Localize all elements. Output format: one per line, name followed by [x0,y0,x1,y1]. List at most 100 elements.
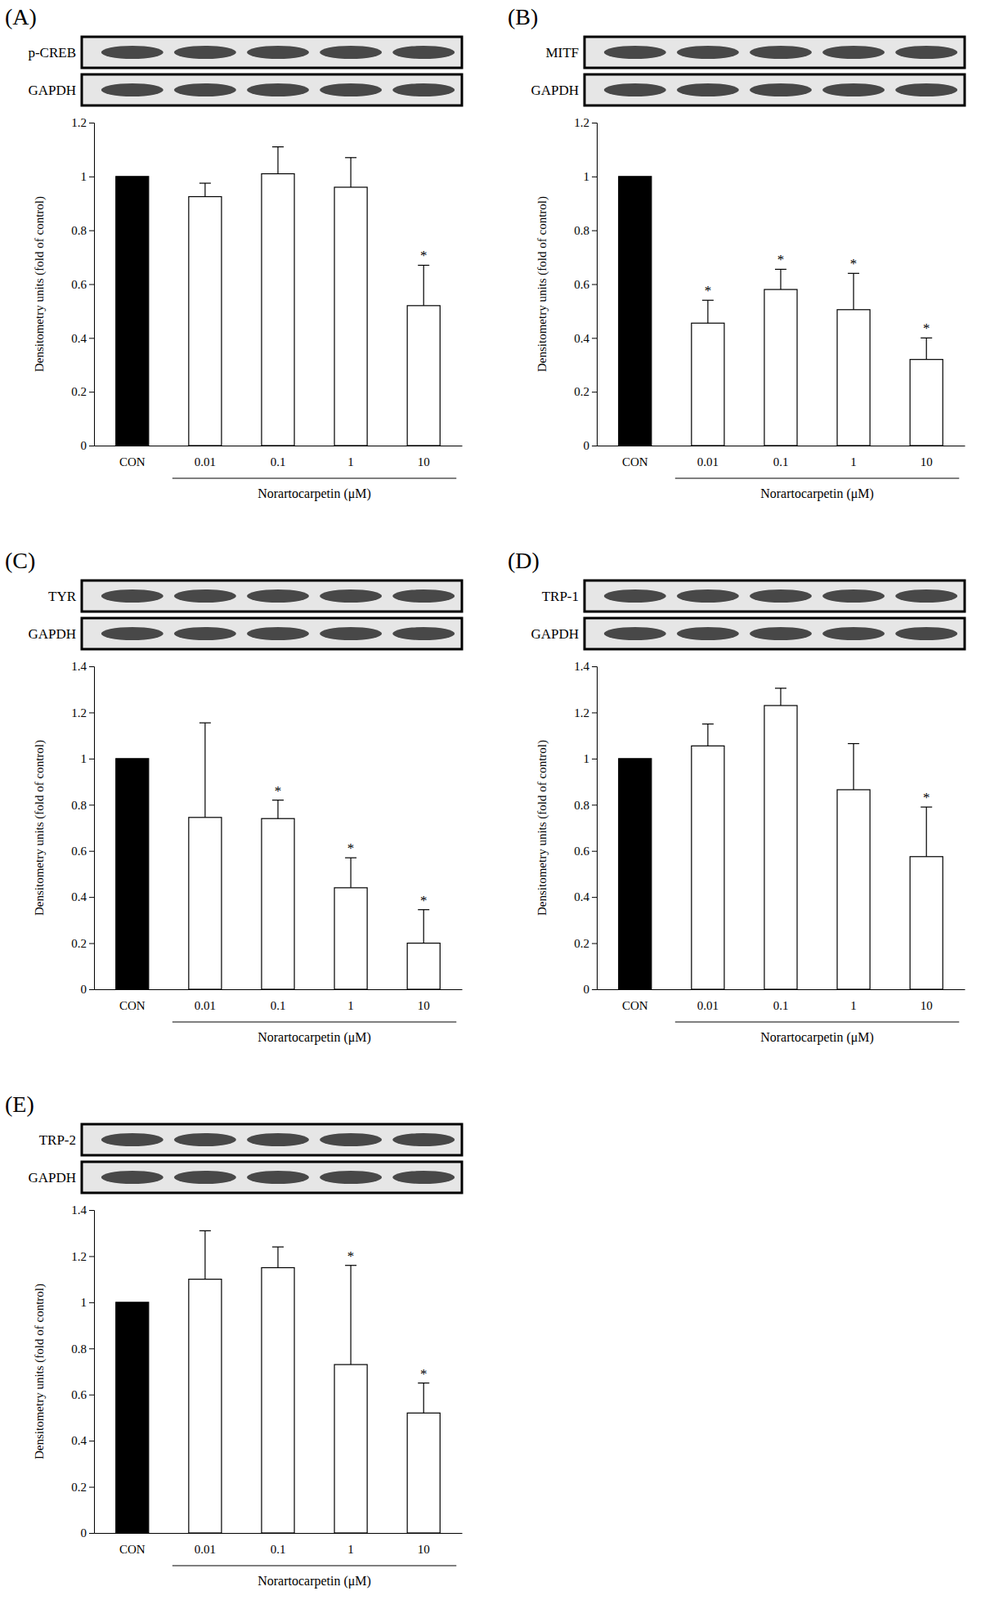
x-tick: 10 [417,445,431,469]
y-tick-mark [89,1348,95,1349]
x-tick: 0.01 [194,989,216,1013]
x-tick: 0.01 [194,445,216,469]
y-tick-label: 0.8 [573,798,590,812]
y-tick-mark [591,896,597,898]
error-bar [199,1230,211,1279]
x-tick-label: CON [119,998,146,1013]
blot-frame [81,74,462,106]
y-tick-label: 1 [80,752,88,766]
error-bar [702,300,714,323]
blot-band [319,45,382,59]
significance: * [850,255,858,272]
x-tick-label: 0.01 [697,998,719,1013]
x-tick-label: CON [119,1542,146,1556]
blot-band [895,627,958,641]
axis-line [94,989,463,990]
x-tick: 10 [417,1532,431,1556]
blot [81,580,462,612]
blot-band [319,83,382,97]
blot-band [246,45,310,59]
error-cap [344,857,357,859]
blot-band [604,589,667,603]
y-tick-label: 1.4 [71,659,87,673]
error-stem [926,806,928,857]
significance: * [922,320,931,336]
panel-label: (C) [4,547,36,574]
blot-frame [584,618,965,650]
y-tick-mark [591,176,597,178]
error-bar [344,157,357,188]
y-tick-mark [591,445,597,447]
y-tick: 0.8 [71,798,95,812]
blot-frame [584,580,965,612]
y-tick-mark [591,284,597,286]
error-cap [417,264,430,266]
bar [188,817,222,990]
error-cap [702,723,714,725]
axis-line [94,1532,463,1534]
blot [81,1161,462,1193]
x-tick-label: 0.1 [773,455,789,469]
error-cap [272,799,284,801]
y-tick-label: 0.2 [71,1480,87,1494]
y-tick-mark [89,391,95,393]
blot-band [101,627,164,641]
y-tick-label: 1.2 [573,116,590,130]
y-tick-mark [89,176,95,178]
y-axis: 00.20.40.60.811.2 [71,116,95,453]
blot-band [392,589,455,603]
y-tick-label: 1.2 [71,706,87,720]
blot [584,618,965,650]
bar [691,745,725,990]
axis-line [591,123,598,447]
blot-frame [81,580,462,612]
bar [407,1412,440,1533]
bar [618,176,652,446]
error-stem [350,857,352,888]
bar [116,758,149,990]
y-tick-mark [89,1440,95,1442]
x-tick-label: 0.01 [194,1542,216,1556]
x-tick: 10 [920,445,933,469]
blot-band [101,589,164,603]
blot-band [749,83,812,97]
x-tick: 1 [347,445,354,469]
y-tick-mark [591,337,597,339]
y-tick: 1.2 [573,116,597,130]
x-tick: 1 [850,989,857,1013]
error-bar [702,724,714,747]
bar [909,856,943,990]
blot [81,1124,462,1156]
panel: (D)TRP-1GAPDH*00.20.40.60.811.21.4CON0.0… [507,547,966,1045]
y-tick: 0.6 [71,277,95,292]
x-tick-label: 10 [920,998,933,1013]
y-axis-title: Densitometry units (fold of control) [32,739,47,916]
panel: (B)MITFGAPDH****00.20.40.60.811.2CON0.01… [507,4,966,502]
y-tick: 0.6 [71,1388,95,1402]
y-tick-label: 0.2 [573,385,590,399]
blot-label: GAPDH [530,626,579,642]
panel: (E)TRP-2GAPDH**00.20.40.60.811.21.4CON0.… [4,1091,463,1589]
bar [837,309,870,446]
error-cap [272,146,284,148]
significance: * [274,783,283,799]
y-tick: 1.4 [71,659,95,673]
y-tick: 0.2 [71,936,95,950]
blot-frame [81,1124,462,1156]
blot-band [101,1170,164,1184]
x-tick-label: 1 [850,455,857,469]
y-tick-label: 0.6 [71,1388,87,1402]
bar [407,943,440,990]
error-cap [344,156,357,158]
bar [618,758,652,990]
blot-band [246,83,310,97]
y-tick-label: 0.2 [573,936,590,950]
significance: * [347,840,355,856]
y-tick-label: 0.6 [573,844,590,858]
y-tick: 0.2 [573,936,597,950]
y-tick: 0.2 [71,385,95,399]
x-axis-title: Norartocarpetin (μM) [257,1573,372,1589]
y-tick: 0.6 [573,277,597,292]
blot-frame [584,36,965,68]
x-tick-label: 10 [920,455,933,469]
